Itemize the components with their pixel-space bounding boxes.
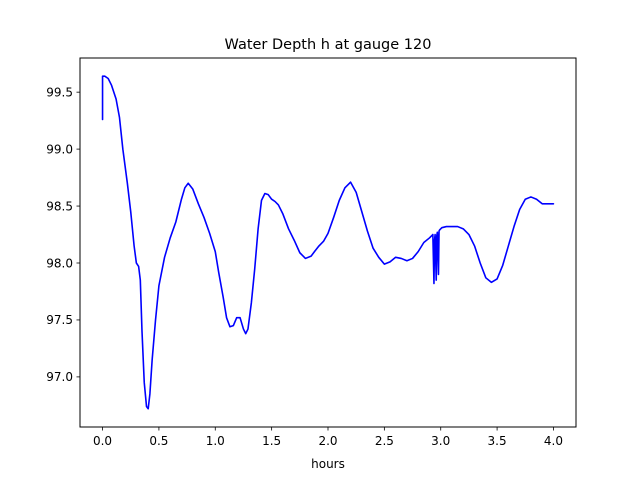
x-axis-ticks: 0.0 0.5 1.0 1.5 2.0 2.5 3.0 3.5 4.0 bbox=[93, 427, 563, 448]
x-tick-label: 2.5 bbox=[375, 434, 394, 448]
y-tick-label: 99.5 bbox=[46, 85, 73, 99]
y-axis-ticks: 97.0 97.5 98.0 98.5 99.0 99.5 bbox=[46, 85, 80, 384]
x-tick-label: 4.0 bbox=[544, 434, 563, 448]
y-tick-label: 98.5 bbox=[46, 199, 73, 213]
x-axis-label: hours bbox=[311, 457, 345, 471]
x-tick-label: 0.5 bbox=[149, 434, 168, 448]
y-tick-label: 98.0 bbox=[46, 256, 73, 270]
x-tick-label: 3.5 bbox=[488, 434, 507, 448]
y-tick-label: 99.0 bbox=[46, 142, 73, 156]
x-tick-label: 1.0 bbox=[206, 434, 225, 448]
x-tick-label: 3.0 bbox=[431, 434, 450, 448]
plot-area-background bbox=[80, 58, 576, 427]
x-tick-label: 0.0 bbox=[93, 434, 112, 448]
y-tick-label: 97.5 bbox=[46, 313, 73, 327]
series-line bbox=[101, 75, 555, 410]
x-tick-label: 2.0 bbox=[318, 434, 337, 448]
series-layer bbox=[101, 75, 555, 410]
y-tick-label: 97.0 bbox=[46, 370, 73, 384]
plot-frame bbox=[79, 57, 577, 428]
x-tick-label: 1.5 bbox=[262, 434, 281, 448]
chart-title: Water Depth h at gauge 120 bbox=[225, 37, 432, 53]
